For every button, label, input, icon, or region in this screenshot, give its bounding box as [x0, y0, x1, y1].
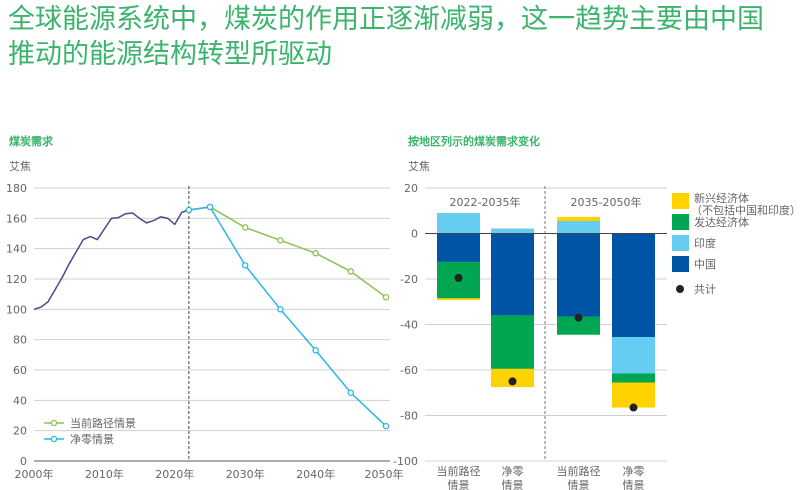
- right-chart-unit: 艾焦: [408, 160, 430, 173]
- y-tick-label: 20: [404, 182, 418, 195]
- left-chart-unit: 艾焦: [9, 160, 31, 173]
- legend-label-india: 印度: [694, 236, 716, 250]
- category-label: 情景: [623, 479, 645, 490]
- y-tick-label: 0: [411, 228, 418, 241]
- legend-swatch-developed: [672, 214, 689, 230]
- legend-swatch-china: [672, 256, 689, 272]
- bar-segment-emerging: [437, 298, 480, 301]
- y-tick-label: -100: [393, 455, 418, 468]
- period-label: 2022-2035年: [450, 195, 521, 209]
- y-tick-label: 40: [13, 394, 27, 407]
- right-chart-title: 按地区列示的煤炭需求变化: [408, 135, 540, 148]
- legend-label-nze: 净零情景: [70, 432, 114, 446]
- data-point-steps: [382, 293, 390, 301]
- legend-marker-total: [676, 285, 684, 293]
- x-tick-label: 2050年: [365, 467, 404, 481]
- bar-segment-china: [557, 233, 600, 317]
- data-point-nze: [382, 422, 390, 430]
- category-label: 当前路径: [557, 464, 601, 478]
- category-label: 净零: [623, 464, 645, 478]
- data-point-nze: [312, 347, 319, 354]
- category-label: 情景: [502, 479, 524, 490]
- y-tick-label: 0: [20, 455, 27, 468]
- total-marker: [508, 377, 517, 386]
- data-point-steps: [312, 249, 319, 257]
- bar-segment-china: [437, 233, 480, 262]
- data-point-nze: [347, 389, 355, 396]
- y-tick-label: 60: [13, 364, 27, 377]
- bar-segment-india: [437, 213, 480, 234]
- y-tick-label: 180: [6, 182, 27, 195]
- series-line-nze: [188, 206, 387, 427]
- legend-marker-steps: [50, 419, 58, 427]
- bar-segment-developed: [491, 315, 534, 369]
- total-marker: [629, 403, 638, 412]
- category-label: 情景: [568, 479, 590, 490]
- total-marker: [454, 273, 463, 282]
- title-line-1: 全球能源系统中，煤炭的作用正逐渐减弱，这一趋势主要由中国: [8, 4, 764, 35]
- y-tick-label: -60: [400, 364, 418, 377]
- y-tick-label: 120: [6, 273, 27, 286]
- bar-segment-china: [612, 233, 655, 338]
- bar-segment-emerging: [612, 382, 655, 408]
- legend-label-china: 中国: [694, 258, 716, 271]
- legend-label-total: 共计: [694, 283, 716, 296]
- data-point-steps: [277, 237, 284, 244]
- legend-label-emerging-line2: （不包括中国和印度）: [691, 203, 800, 217]
- total-marker: [574, 313, 583, 322]
- y-tick-label: -80: [400, 410, 418, 423]
- category-label: 净零: [502, 464, 524, 478]
- y-tick-label: 140: [6, 243, 27, 256]
- y-tick-label: 80: [13, 334, 27, 347]
- category-label: 当前路径: [437, 464, 481, 478]
- bar-segment-china: [491, 233, 534, 316]
- bar-segment-developed: [612, 373, 655, 383]
- bar-segment-emerging: [557, 216, 600, 221]
- legend-label-emerging: 新兴经济体: [694, 191, 749, 205]
- legend-marker-nze: [50, 435, 58, 443]
- bar-segment-india: [557, 220, 600, 234]
- x-tick-label: 2010年: [85, 467, 124, 481]
- series-line-history: [33, 209, 190, 311]
- data-point-steps: [347, 268, 355, 275]
- x-tick-label: 2030年: [226, 467, 265, 481]
- period-label: 2035-2050年: [571, 195, 642, 209]
- category-label: 情景: [448, 479, 470, 490]
- bar-segment-india: [612, 337, 655, 374]
- legend-label-steps: 当前路径情景: [70, 416, 136, 430]
- bar-segment-india: [491, 228, 534, 234]
- legend-swatch-india: [672, 235, 689, 251]
- data-point-nze: [206, 203, 214, 211]
- bar-segment-developed: [557, 316, 600, 335]
- x-tick-label: 2020年: [155, 467, 194, 481]
- data-point-steps: [241, 224, 249, 231]
- figure-title: 全球能源系统中，煤炭的作用正逐渐减弱，这一趋势主要由中国 推动的能源结构转型所驱…: [8, 2, 798, 72]
- x-tick-label: 2040年: [296, 467, 335, 481]
- y-tick-label: 160: [6, 212, 27, 225]
- x-tick-label: 2000年: [15, 467, 54, 481]
- y-tick-label: -20: [400, 273, 418, 286]
- title-line-2: 推动的能源结构转型所驱动: [8, 39, 332, 70]
- legend-swatch-emerging: [672, 193, 689, 209]
- data-point-nze: [241, 262, 249, 269]
- y-tick-label: -40: [400, 319, 418, 332]
- data-point-nze: [185, 206, 193, 214]
- left-chart-title: 煤炭需求: [9, 135, 53, 148]
- data-point-nze: [277, 306, 284, 313]
- y-tick-label: 100: [6, 303, 27, 316]
- y-tick-label: 20: [13, 425, 27, 438]
- legend-label-developed: 发达经济体: [694, 215, 749, 229]
